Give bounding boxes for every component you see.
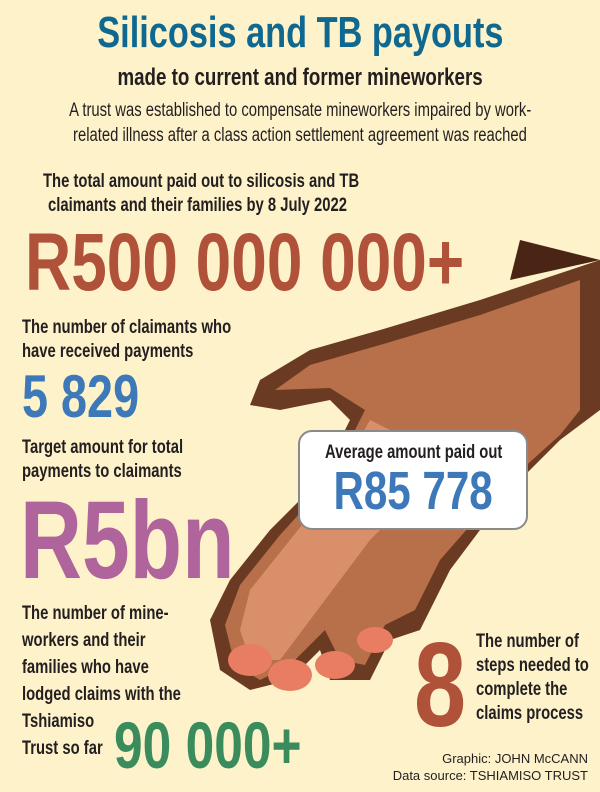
claimants-paid-label: The number of claimants who have receive… (22, 317, 232, 362)
total-paid-value: R500 000 000+ (25, 217, 465, 308)
graphic-credit: Graphic: JOHN McCANN (442, 751, 588, 766)
lodged-value: 90 000+ (114, 708, 302, 782)
description: A trust was established to compensate mi… (68, 100, 532, 146)
steps-value: 8 (414, 618, 467, 752)
credits: Graphic: JOHN McCANN Data source: TSHIAM… (393, 750, 588, 784)
data-source: Data source: TSHIAMISO TRUST (392, 768, 588, 783)
subtitle: made to current and former mineworkers (117, 64, 483, 91)
claimants-paid-value: 5 829 (22, 363, 140, 430)
target-label: Target amount for total payments to clai… (22, 437, 184, 482)
target-value: R5bn (20, 479, 235, 602)
total-paid-label: The total amount paid out to silicosis a… (43, 171, 360, 216)
steps-label: The number of steps needed to complete t… (476, 631, 589, 724)
average-payout-box: Average amount paid out R85 778 (298, 430, 528, 530)
page-title: Silicosis and TB payouts (96, 8, 504, 57)
lodged-label: The number of mine- workers and their fa… (22, 603, 181, 759)
